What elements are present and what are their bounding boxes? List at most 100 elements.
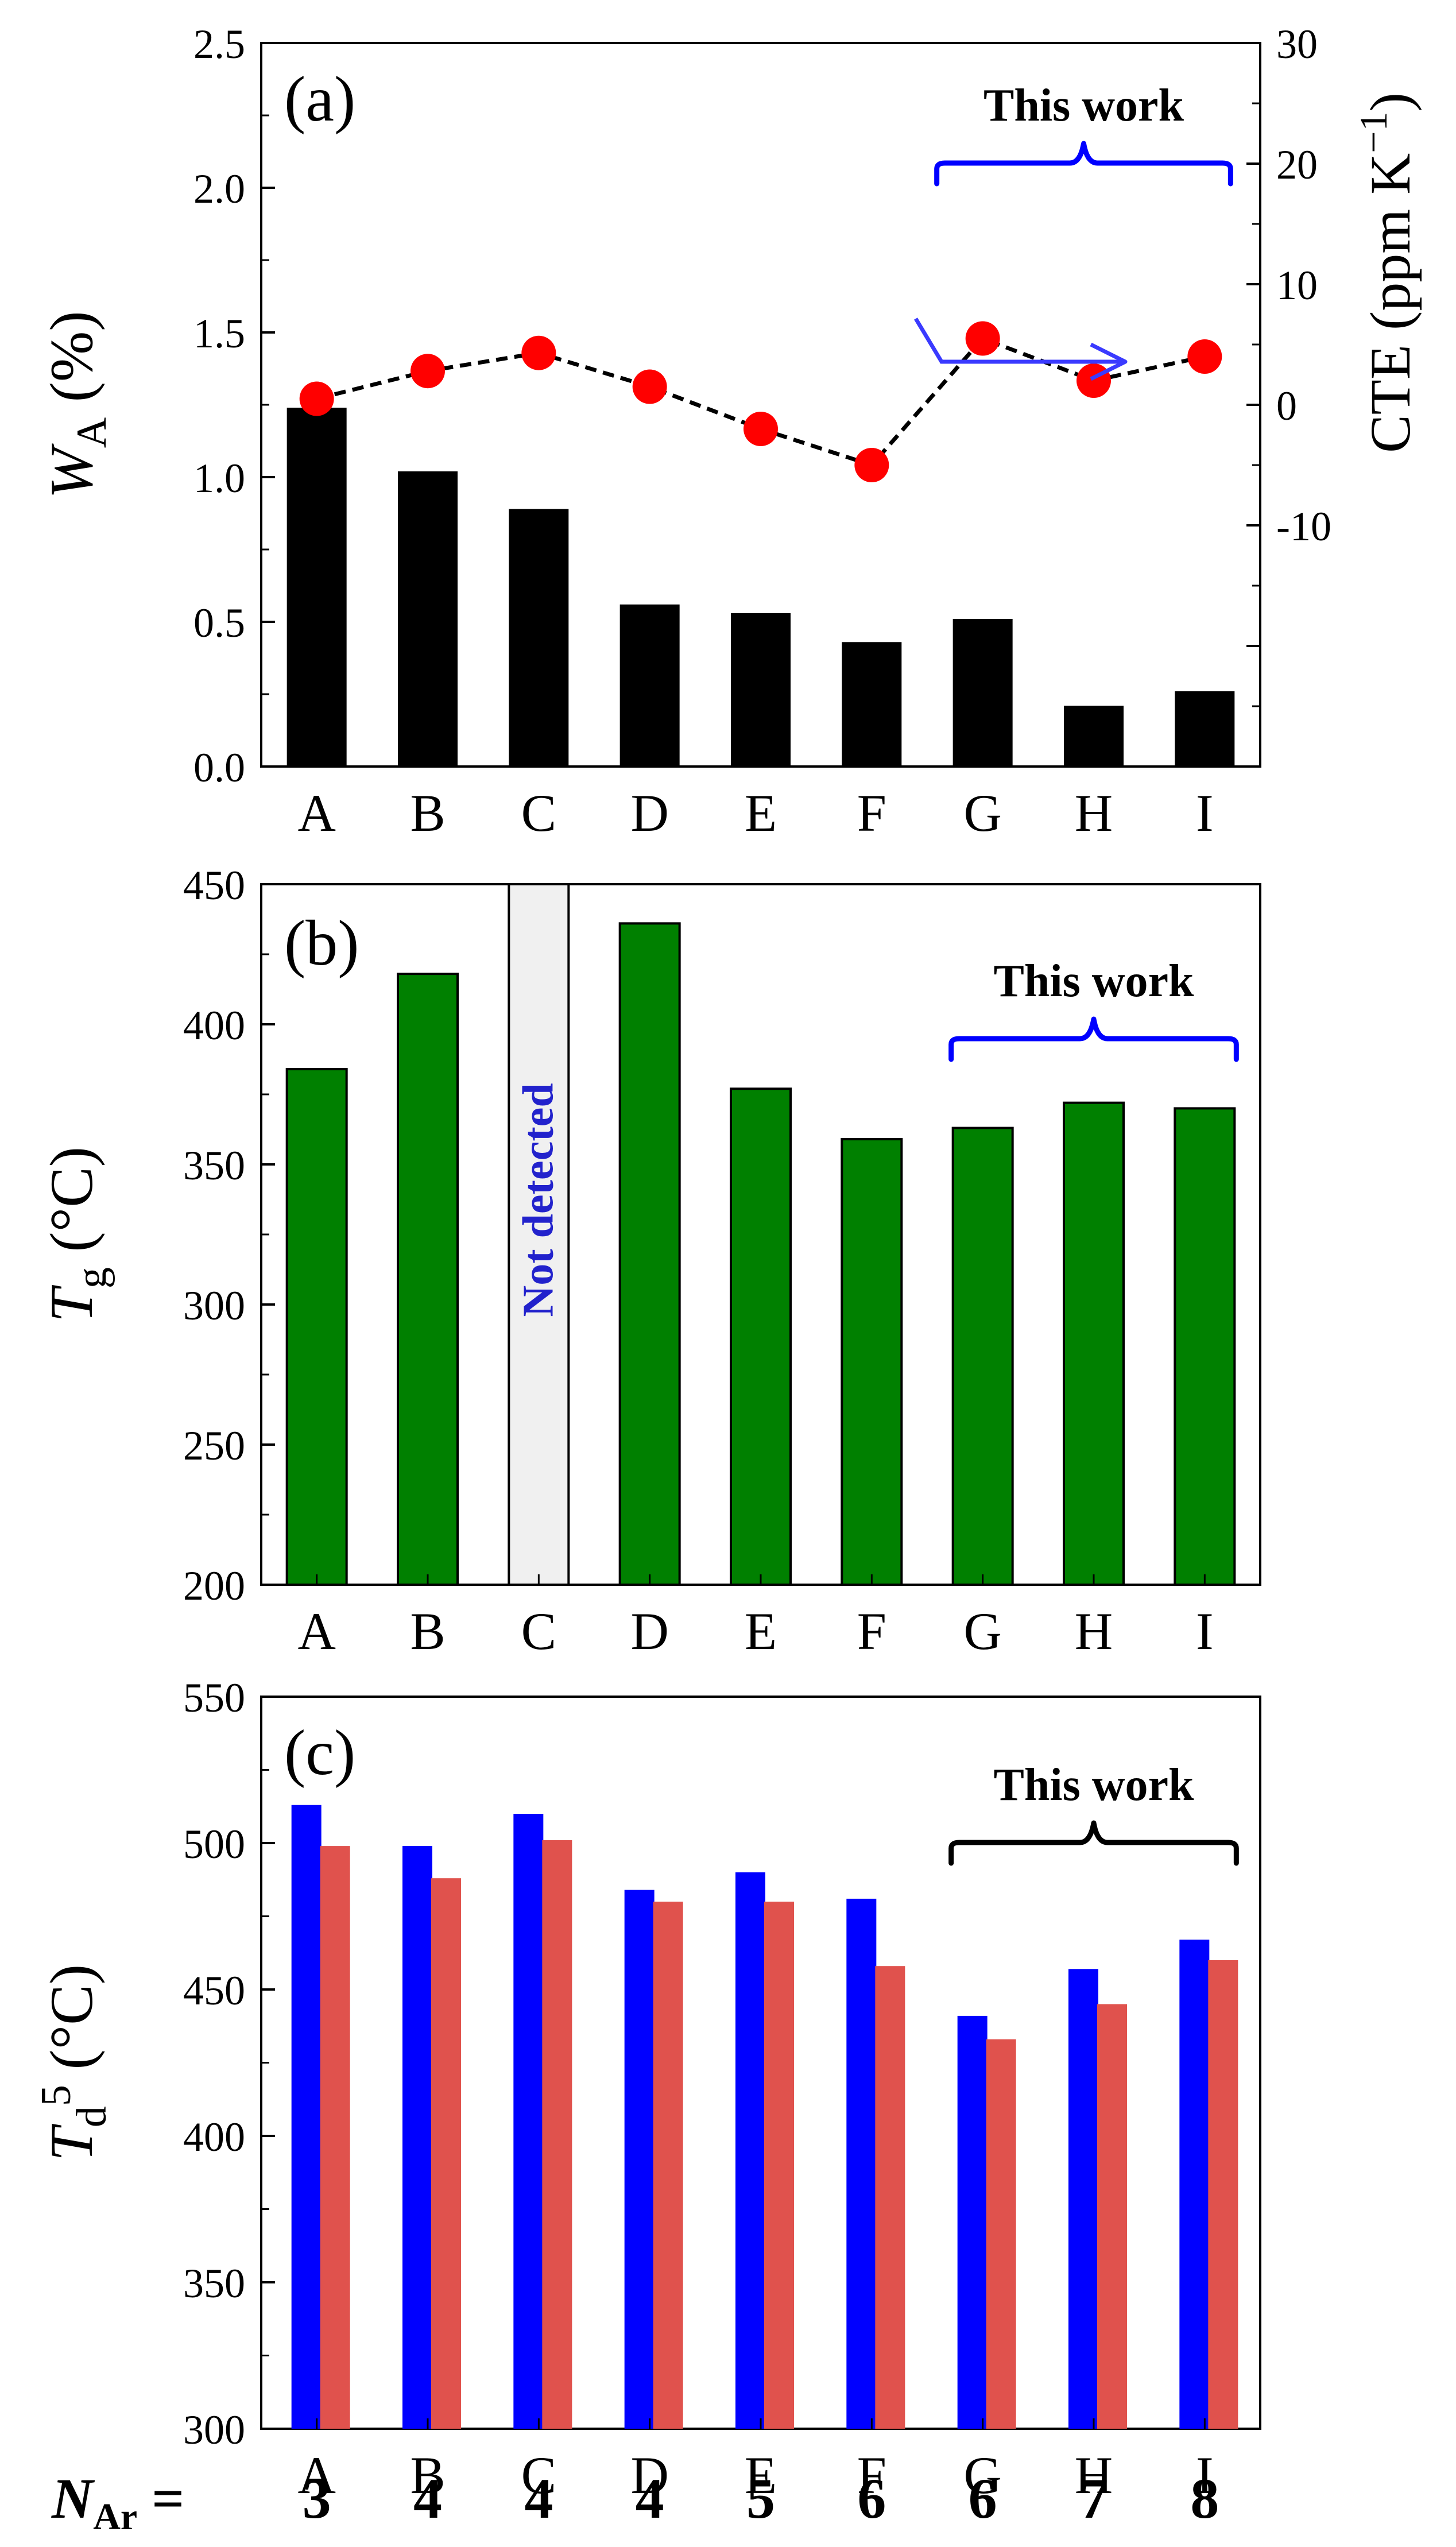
xtick-label: C (521, 2446, 556, 2505)
xtick-label: D (630, 784, 668, 842)
c-bracket (948, 1820, 1239, 1866)
nar-value-I: 8 (1190, 2467, 1219, 2530)
b-ytick-label: 250 (183, 1423, 245, 1469)
cte-ytick-label: 10 (1276, 262, 1318, 308)
tg-bar-D (618, 922, 681, 1586)
panel-label: (c) (284, 1717, 355, 1789)
xtick-label: I (1196, 2446, 1214, 2505)
td5-bar-red-I (1208, 1960, 1238, 2429)
cte-ytick-label: 0 (1276, 383, 1297, 429)
cte-point-I (1187, 339, 1222, 374)
a-ytick-label: 2.0 (193, 166, 245, 212)
td5-bar-blue-E (735, 1872, 765, 2429)
wa-bar-D (619, 604, 680, 767)
nar-value-F: 6 (857, 2467, 886, 2530)
wa-bar-G (952, 618, 1013, 767)
wa-bar-F (842, 642, 902, 767)
c-ytick-label: 500 (183, 1821, 245, 1867)
wa-bar-I (1175, 691, 1235, 767)
tg-bar-I (1174, 1107, 1236, 1586)
td5-bar-blue-G (957, 2015, 988, 2429)
td5-bar-blue-A (291, 1805, 322, 2429)
tg-bar-A (285, 1068, 348, 1586)
nar-value-E: 5 (746, 2467, 775, 2530)
wa-bar-C (509, 509, 569, 767)
cte-ytick-label: 20 (1276, 142, 1318, 188)
a-ytick-label: 2.5 (193, 21, 245, 67)
nar-value-C: 4 (524, 2467, 553, 2530)
xtick-label: G (963, 784, 1001, 842)
c-ytick-label: 350 (183, 2260, 245, 2306)
nar-value-G: 6 (969, 2467, 997, 2530)
xtick-label: I (1196, 784, 1214, 842)
td5-bar-blue-B (402, 1846, 432, 2429)
wa-bar-A (286, 408, 347, 767)
c-ytick-label: 300 (183, 2407, 245, 2453)
cte-point-A (299, 381, 334, 416)
nar-value-H: 7 (1079, 2467, 1108, 2530)
xtick-label: G (963, 2446, 1001, 2505)
b-ytick-label: 300 (183, 1283, 245, 1329)
b-ytick-label: 200 (183, 1563, 245, 1609)
td5-bar-red-B (431, 1878, 461, 2429)
b-ytick-label: 350 (183, 1143, 245, 1189)
xtick-label: E (745, 2446, 777, 2505)
xtick-label: A (297, 1602, 335, 1660)
tg-bar-B (397, 973, 459, 1586)
panel-c: 300 350 400 450 500 550 A B C D E F G H I (c) Td5 (°C) Th… (33, 1675, 1261, 2505)
xtick-label: E (745, 1602, 777, 1660)
a-bracket (934, 141, 1233, 187)
nar-row: NAr = 3 4 4 4 5 6 6 7 8 (51, 2467, 1219, 2538)
panel-label: (b) (284, 908, 359, 979)
not-detected-box (508, 883, 570, 1586)
td5-bar-red-A (320, 1846, 350, 2429)
td5-bar-red-C (542, 1840, 572, 2429)
b-ytick-label: 400 (183, 1002, 245, 1048)
nar-value-A: 3 (303, 2467, 331, 2530)
xtick-label: B (410, 1602, 445, 1660)
cte-point-F (854, 448, 889, 482)
b-ytick-label: 450 (183, 862, 245, 908)
wa-axis-label: WA (%) (38, 311, 115, 498)
wa-bar-E (731, 613, 791, 767)
td5-bar-blue-D (624, 1890, 655, 2429)
td5-bar-blue-C (513, 1814, 544, 2429)
tg-bar-F (841, 1138, 903, 1586)
cte-point-C (521, 335, 556, 370)
tg-bar-E (730, 1087, 792, 1586)
b-bracket (948, 1016, 1239, 1062)
cte-axis-label: CTE (ppm K−1) (1352, 92, 1422, 453)
td5-bar-red-D (653, 1902, 683, 2429)
xtick-label: E (745, 784, 777, 842)
xtick-label: F (857, 2446, 886, 2505)
nar-value-D: 4 (636, 2467, 664, 2530)
td5-axis-label: Td5 (°C) (33, 1964, 115, 2161)
cte-point-E (744, 412, 778, 446)
c-ytick-label: 450 (183, 1968, 245, 2014)
xtick-label: F (857, 1602, 886, 1660)
xtick-label: G (963, 1602, 1001, 1660)
xtick-label: B (410, 784, 445, 842)
td5-bar-red-H (1097, 2004, 1127, 2429)
nar-label: NAr = (51, 2467, 184, 2538)
cte-point-D (632, 369, 667, 404)
panel-a: 0.0 0.5 1.0 1.5 2.0 2.5 A B C D E F G H I -10 0 10 20 30 (a)… (38, 21, 1422, 842)
cte-ytick-label: -10 (1276, 504, 1331, 549)
td5-bar-blue-I (1179, 1940, 1210, 2429)
cte-point-G (965, 321, 1000, 356)
arrow-line (913, 318, 1122, 364)
xtick-label: D (630, 1602, 668, 1660)
cte-ytick-label: 30 (1276, 21, 1318, 67)
c-annotation: This work (994, 1760, 1194, 1810)
a-annotation: This work (983, 80, 1184, 131)
xtick-label: I (1196, 1602, 1214, 1660)
not-detected-text: Not detected (514, 1083, 562, 1317)
xtick-label: H (1075, 784, 1113, 842)
nar-value-B: 4 (413, 2467, 442, 2530)
c-ytick-label: 550 (183, 1675, 245, 1721)
a-ytick-label: 0.5 (193, 600, 245, 646)
xtick-label: H (1075, 2446, 1113, 2505)
xtick-label: C (521, 784, 556, 842)
td5-bar-blue-H (1068, 1969, 1098, 2429)
